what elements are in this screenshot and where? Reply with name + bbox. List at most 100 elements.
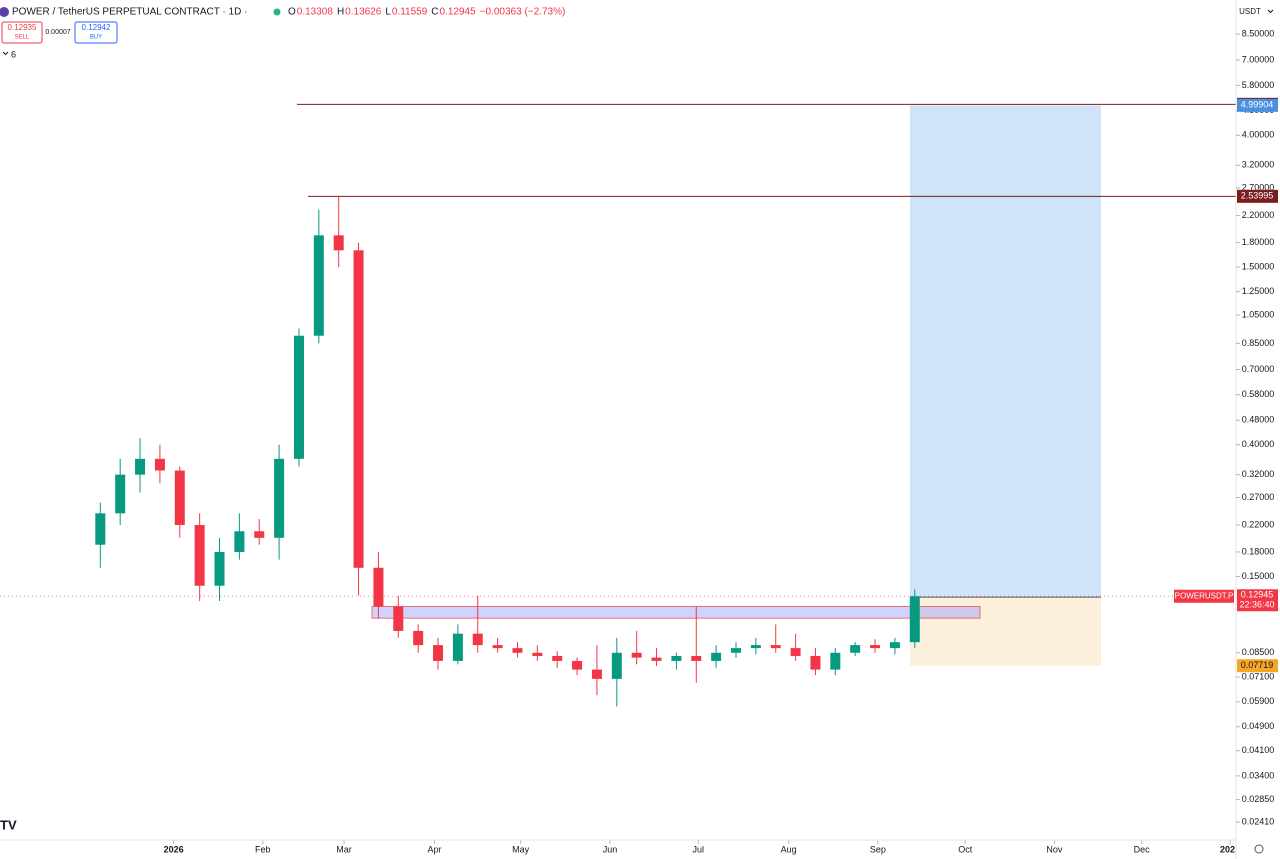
y-tick-label: 0.15000	[1242, 571, 1275, 581]
symbol-tag-bg	[1174, 589, 1234, 603]
candle-body	[95, 513, 106, 545]
sell-label: SELL	[15, 35, 30, 41]
collapse-icon[interactable]	[2, 51, 9, 56]
price-line-tag-bg	[1237, 189, 1278, 203]
candle-body	[492, 645, 503, 649]
candle-body	[532, 652, 543, 656]
buy-price: 0.12942	[82, 23, 111, 32]
y-tick-label: 5.80000	[1242, 80, 1275, 90]
candle-body	[293, 335, 304, 459]
candle-body	[234, 531, 245, 552]
y-tick-label: 0.22000	[1242, 519, 1275, 529]
buy-label: BUY	[90, 35, 102, 41]
y-tick-label: 8.50000	[1242, 28, 1275, 38]
candle-body	[810, 655, 821, 670]
ohlc-value: 0.11559	[392, 7, 428, 18]
candle-body	[631, 652, 642, 658]
x-tick-label: May	[512, 844, 530, 854]
y-tick-label: 0.32000	[1242, 469, 1275, 479]
x-tick-label: Jun	[603, 844, 618, 854]
symbol-icon	[0, 7, 9, 17]
logo: TV	[0, 817, 17, 832]
buy-button[interactable]	[74, 21, 118, 44]
symbol-title[interactable]: POWER / TetherUS PERPETUAL CONTRACT · 1D…	[12, 7, 247, 18]
candle-body	[472, 633, 483, 646]
candle-body	[552, 655, 563, 661]
candle-body	[254, 531, 265, 538]
y-tick-label: 1.80000	[1242, 237, 1275, 247]
y-tick-label: 1.50000	[1242, 261, 1275, 271]
y-tick-label: 0.04100	[1242, 745, 1275, 755]
zone	[371, 605, 981, 619]
sell-button[interactable]	[1, 21, 43, 44]
y-tick-label: 0.18000	[1242, 546, 1275, 556]
x-tick-label: Dec	[1134, 844, 1151, 854]
x-tick-label: Aug	[781, 844, 797, 854]
price-tags: 5.037002.539954.999040.128630.077190.129…	[1174, 97, 1278, 673]
candle-body	[115, 474, 126, 514]
y-tick-label: 0.07100	[1242, 671, 1275, 681]
candle-body	[750, 645, 761, 649]
candle-body	[135, 458, 146, 475]
ohlc-key: H	[337, 7, 344, 18]
y-tick-label: 3.20000	[1242, 160, 1275, 170]
settings-icon[interactable]	[1254, 844, 1264, 854]
price-line-tag: 2.53995	[1241, 191, 1274, 201]
y-tick-label: 0.70000	[1242, 364, 1275, 374]
candle-body	[154, 458, 165, 471]
y-tick-label: 0.03400	[1242, 770, 1275, 780]
candle-body	[691, 655, 702, 661]
candle-body	[333, 235, 344, 251]
change: −0.00363 (−2.73%)	[480, 7, 566, 18]
currency[interactable]: USDT	[1239, 7, 1261, 16]
candle-body	[671, 655, 682, 661]
x-tick-label: Feb	[255, 844, 271, 854]
spread: 0.00007	[45, 29, 70, 36]
candle-body	[711, 652, 722, 661]
indicator-count: 6	[11, 49, 16, 59]
y-tick-label: 0.58000	[1242, 389, 1275, 399]
y-tick-label: 0.27000	[1242, 492, 1275, 502]
candle-body	[433, 645, 444, 661]
y-tick-label: 0.04900	[1242, 721, 1275, 731]
candle-body	[870, 645, 881, 649]
y-tick-label: 2.70000	[1242, 182, 1275, 192]
y-tick-label: 0.02850	[1242, 794, 1275, 804]
x-tick-label: Jul	[692, 844, 704, 854]
candle-body	[313, 235, 324, 336]
countdown: 22:36:40	[1239, 600, 1274, 610]
stop-tag: 0.07719	[1241, 660, 1274, 670]
x-tick-label: 2026	[164, 844, 184, 854]
target-tag-bg	[1237, 98, 1278, 112]
candle-body	[591, 669, 602, 679]
x-tick-label: Apr	[427, 844, 441, 854]
position-target-area	[910, 105, 1101, 598]
candle-body	[353, 250, 364, 568]
candle-body	[373, 567, 384, 607]
candle-body	[214, 551, 225, 586]
y-tick-label: 0.08500	[1242, 647, 1275, 657]
y-tick-label: 7.00000	[1242, 54, 1275, 64]
candle-body	[413, 630, 424, 646]
y-tick-label: 0.48000	[1242, 415, 1275, 425]
ohlc-key: L	[385, 7, 391, 18]
y-tick-label: 2.20000	[1242, 210, 1275, 220]
candle-body	[194, 525, 205, 586]
candle-body	[174, 470, 185, 526]
ohlc-value: 0.12945	[440, 7, 477, 18]
x-tick-label: 2027	[1220, 844, 1240, 854]
y-tick-label: 4.00000	[1242, 130, 1275, 140]
price-axis: 8.500007.000005.800004.800004.000003.200…	[1236, 28, 1275, 827]
candle-body	[770, 645, 781, 649]
y-tick-label: 0.85000	[1242, 338, 1275, 348]
candle-body	[909, 596, 920, 643]
candle-body	[452, 633, 463, 661]
candle-body	[850, 645, 861, 653]
status-dot	[273, 8, 281, 16]
x-tick-label: Mar	[336, 844, 352, 854]
candle-body	[889, 642, 900, 649]
symbol-tag: POWERUSDT.P	[1175, 591, 1234, 600]
candle-body	[512, 648, 523, 653]
candle-body	[572, 660, 583, 670]
